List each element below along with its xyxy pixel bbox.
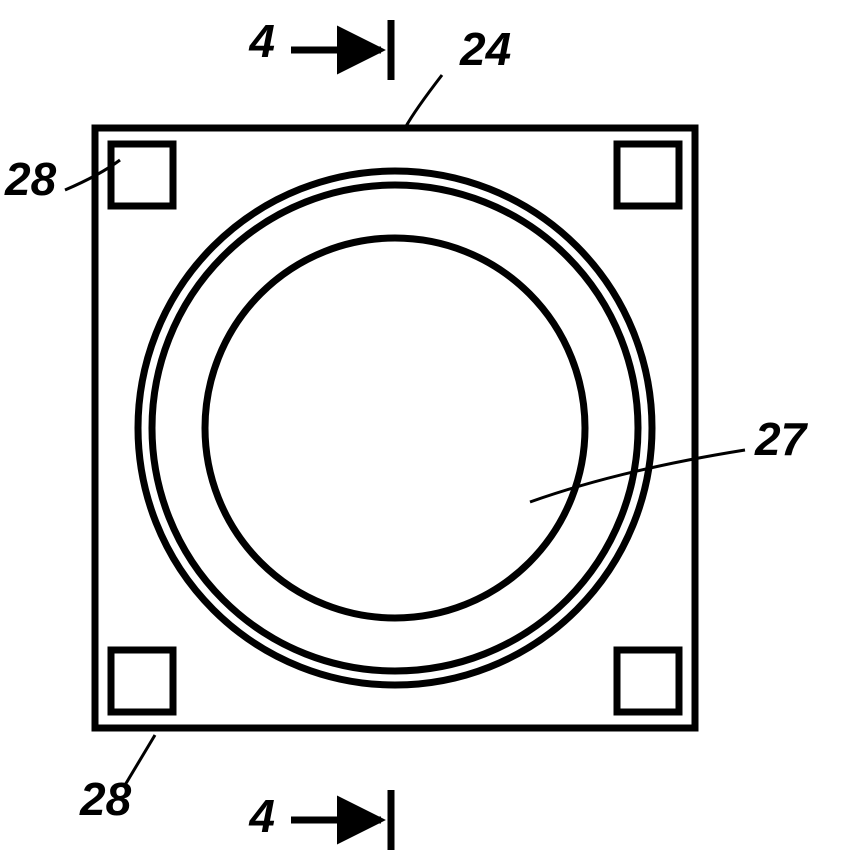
- inner-circle: [205, 238, 585, 618]
- technical-diagram: 4 4 24 27 28 28: [0, 0, 862, 867]
- outer-circle: [138, 171, 652, 685]
- section-label: 4: [248, 15, 275, 67]
- callout-28: 28: [4, 153, 57, 205]
- mid-circle: [152, 185, 638, 671]
- corner-square: [111, 144, 173, 206]
- callout-28: 28: [79, 773, 132, 825]
- callout-27: 27: [754, 413, 809, 465]
- callout-24: 24: [459, 23, 511, 75]
- leader-line: [405, 75, 442, 128]
- outer-square: [95, 128, 695, 728]
- corner-square: [617, 144, 679, 206]
- section-label: 4: [248, 790, 275, 842]
- corner-square: [617, 650, 679, 712]
- corner-square: [111, 650, 173, 712]
